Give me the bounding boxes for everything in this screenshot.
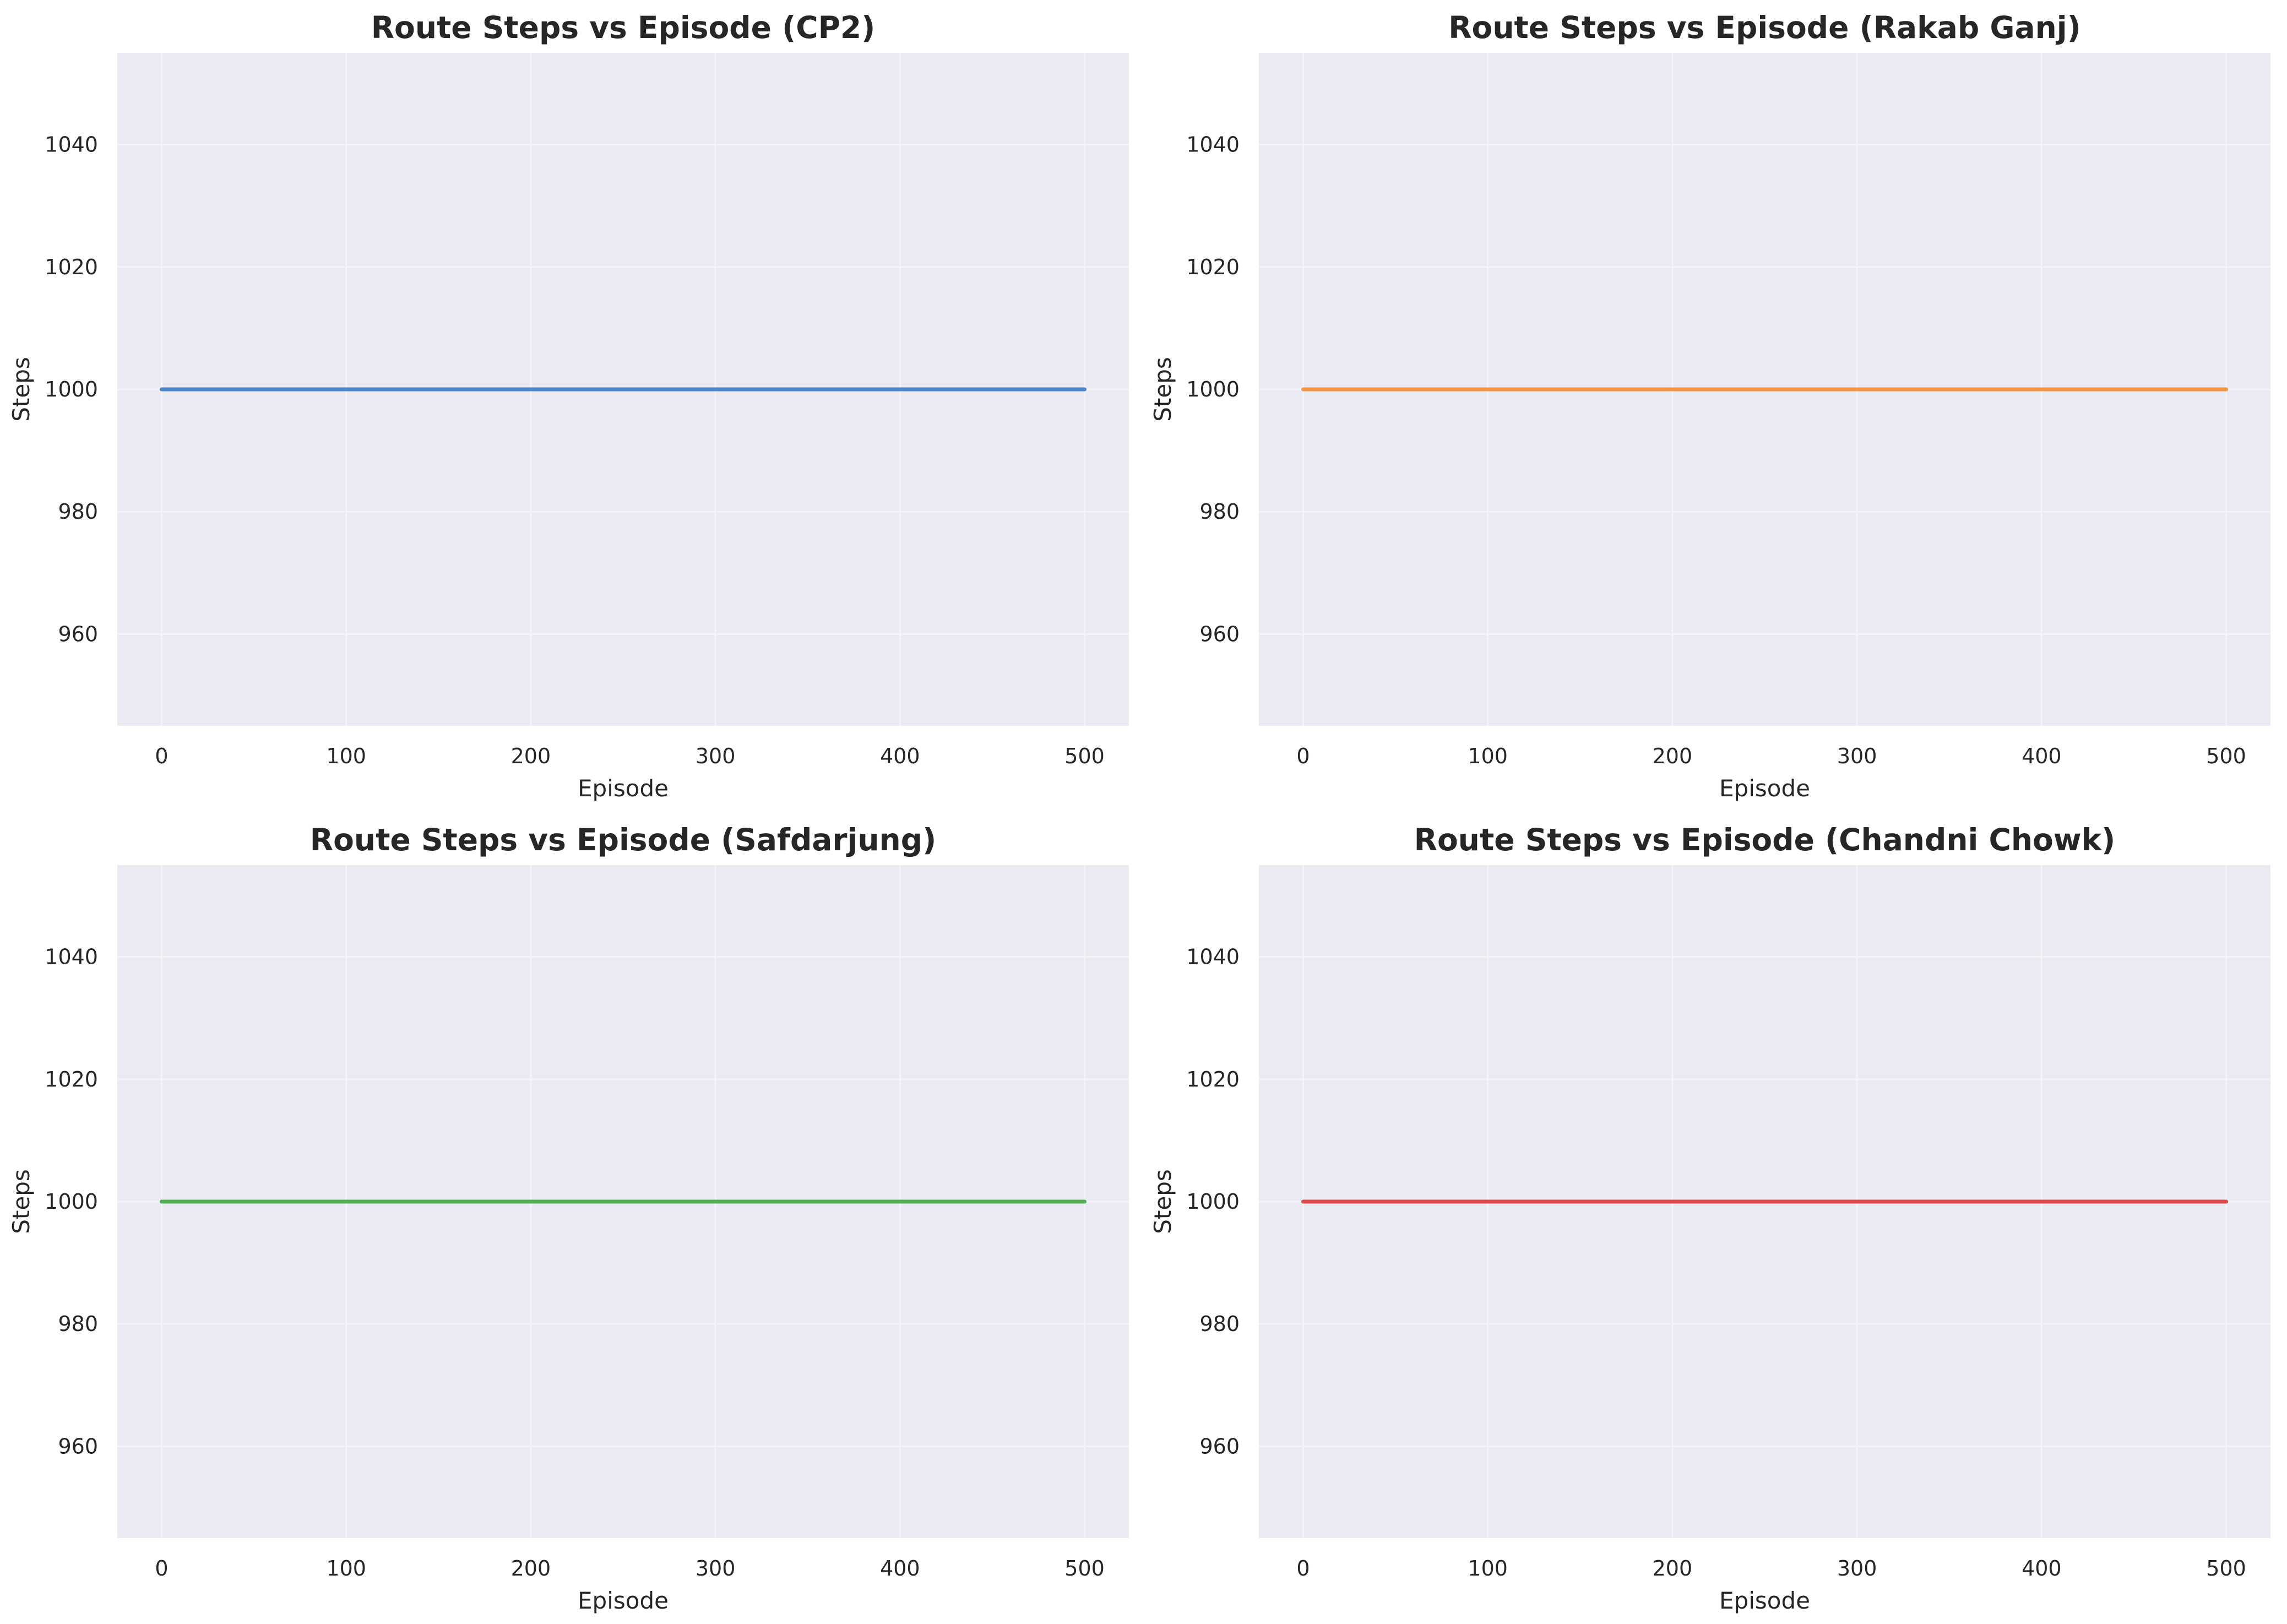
chart-title: Route Steps vs Episode (Chandni Chowk) [1414,822,2116,857]
y-axis-label: Steps [8,1169,35,1234]
y-tick-label: 1000 [1186,377,1240,401]
x-tick-label: 0 [155,1556,168,1580]
subplot-4: 0 100 200 300 400 500 960 980 1000 1020 1040 Route … [1149,822,2270,1614]
y-axis-label: Steps [1149,1169,1176,1234]
x-tick-label: 300 [696,1556,736,1580]
x-tick-label: 0 [1296,1556,1310,1580]
x-axis-label: Episode [1719,775,1810,802]
y-tick-label: 1040 [45,133,98,157]
y-tick-label: 1000 [1186,1190,1240,1214]
y-tick-label: 1020 [1186,1067,1240,1091]
x-tick-label: 400 [2022,1556,2062,1580]
x-tick-label: 500 [1064,1556,1105,1580]
y-tick-label: 1040 [45,945,98,969]
y-tick-label: 960 [1199,622,1240,646]
subplot-1: 0 100 200 300 400 500 960 980 1000 1020 1040 Route … [8,10,1129,802]
y-tick-label: 960 [58,1434,98,1458]
x-tick-label: 100 [326,744,366,768]
x-tick-label: 400 [880,1556,920,1580]
x-axis-label: Episode [578,1587,669,1614]
y-tick-label: 980 [1199,1312,1240,1336]
y-axis-label: Steps [8,357,35,422]
y-tick-label: 1020 [45,255,98,279]
x-tick-label: 300 [1837,744,1877,768]
y-tick-label: 1040 [1186,945,1240,969]
y-tick-label: 1040 [1186,133,1240,157]
y-tick-label: 960 [58,622,98,646]
x-tick-label: 500 [2206,744,2246,768]
chart-title: Route Steps vs Episode (Rakab Ganj) [1448,10,2081,45]
x-tick-label: 500 [2206,1556,2246,1580]
x-tick-label: 300 [1837,1556,1877,1580]
x-tick-label: 200 [511,1556,551,1580]
y-tick-label: 1000 [45,377,98,401]
y-tick-label: 1020 [45,1067,98,1091]
x-tick-label: 100 [1468,1556,1508,1580]
x-tick-label: 0 [1296,744,1310,768]
x-tick-label: 200 [511,744,551,768]
x-tick-label: 200 [1653,744,1693,768]
x-tick-label: 500 [1064,744,1105,768]
subplot-2: 0 100 200 300 400 500 960 980 1000 1020 1040 Route … [1149,10,2270,802]
y-tick-label: 1020 [1186,255,1240,279]
chart-title: Route Steps vs Episode (Safdarjung) [310,822,936,857]
x-tick-label: 100 [326,1556,366,1580]
x-tick-label: 300 [696,744,736,768]
x-tick-label: 400 [2022,744,2062,768]
x-tick-label: 0 [155,744,168,768]
x-tick-label: 400 [880,744,920,768]
x-tick-label: 100 [1468,744,1508,768]
chart-title: Route Steps vs Episode (CP2) [371,10,876,45]
x-tick-label: 200 [1653,1556,1693,1580]
y-tick-label: 980 [1199,499,1240,524]
y-tick-label: 980 [58,1312,98,1336]
y-tick-label: 960 [1199,1434,1240,1458]
x-axis-label: Episode [1719,1587,1810,1614]
y-axis-label: Steps [1149,357,1176,422]
x-axis-label: Episode [578,775,669,802]
subplot-3: 0 100 200 300 400 500 960 980 1000 1020 1040 Route … [8,822,1129,1614]
y-tick-label: 980 [58,499,98,524]
y-tick-label: 1000 [45,1190,98,1214]
